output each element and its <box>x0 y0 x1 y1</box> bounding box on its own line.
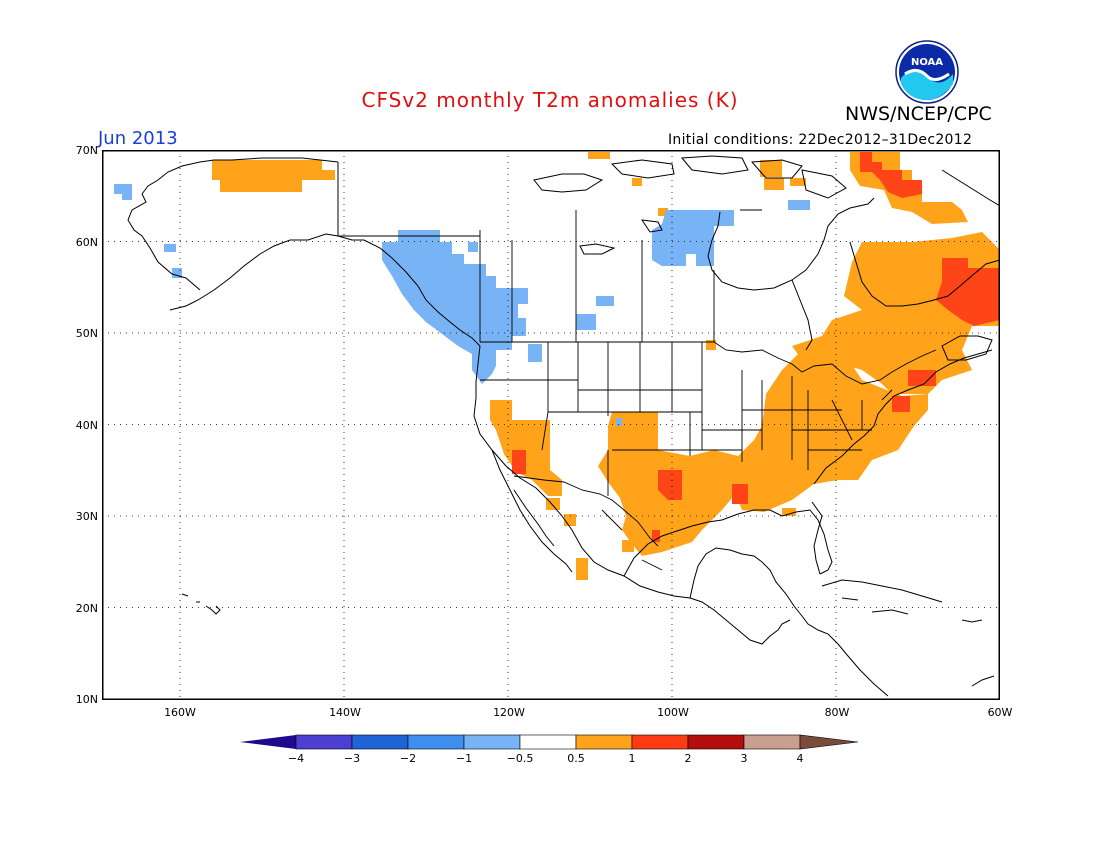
colorbar-arrow-low <box>240 735 296 749</box>
colorbar-tick: 3 <box>740 752 748 765</box>
lat-label-20n: 20N <box>75 602 98 615</box>
lat-label-40n: 40N <box>75 419 98 432</box>
political-borders <box>337 162 937 571</box>
colorbar-tick: −2 <box>399 752 417 765</box>
colorbar-tick: 2 <box>684 752 692 765</box>
lon-label-140w: 140W <box>329 706 361 719</box>
lat-label-70n: 70N <box>75 144 98 157</box>
colorbar-swatch-6 <box>575 734 633 750</box>
lat-label-10n: 10N <box>75 693 98 706</box>
colorbar-swatch-1 <box>295 734 353 750</box>
agency-label: NWS/NCEP/CPC <box>845 103 992 125</box>
colorbar-arrow-high <box>799 734 859 750</box>
colorbar-tick: −1 <box>455 752 473 765</box>
anomaly-map <box>102 150 1000 700</box>
logo-text: NOAA <box>911 57 943 68</box>
lat-label-30n: 30N <box>75 510 98 523</box>
strong-warm-anomaly-regions <box>512 152 1000 542</box>
colorbar-swatch-4 <box>463 734 521 750</box>
colorbar-tick: 1 <box>628 752 636 765</box>
colorbar-swatch-5 <box>519 734 577 750</box>
colorbar-tick: 0.5 <box>567 752 585 765</box>
lon-label-160w: 160W <box>164 706 196 719</box>
map-title: CFSv2 monthly T2m anomalies (K) <box>361 88 739 112</box>
lon-label-100w: 100W <box>657 706 689 719</box>
noaa-logo: NOAA <box>895 40 959 104</box>
colorbar-tick: −0.5 <box>506 752 534 765</box>
colorbar-tick: 4 <box>796 752 804 765</box>
forecast-month: Jun 2013 <box>98 128 178 149</box>
map-frame <box>102 150 1000 700</box>
colorbar-swatch-3 <box>407 734 465 750</box>
initial-conditions: Initial conditions: 22Dec2012–31Dec2012 <box>668 132 973 148</box>
lon-label-80w: 80W <box>824 706 850 719</box>
colorbar-tick: −4 <box>287 752 305 765</box>
lat-label-60n: 60N <box>75 236 98 249</box>
colorbar-swatch-7 <box>631 734 689 750</box>
lon-label-120w: 120W <box>493 706 525 719</box>
lat-label-50n: 50N <box>75 327 98 340</box>
colorbar-swatch-9 <box>743 734 801 750</box>
colorbar-swatch-2 <box>351 734 409 750</box>
lon-label-60w: 60W <box>987 706 1013 719</box>
colorbar-tick: −3 <box>343 752 361 765</box>
cool-anomaly-regions <box>114 184 810 426</box>
colorbar-swatch-8 <box>687 734 745 750</box>
